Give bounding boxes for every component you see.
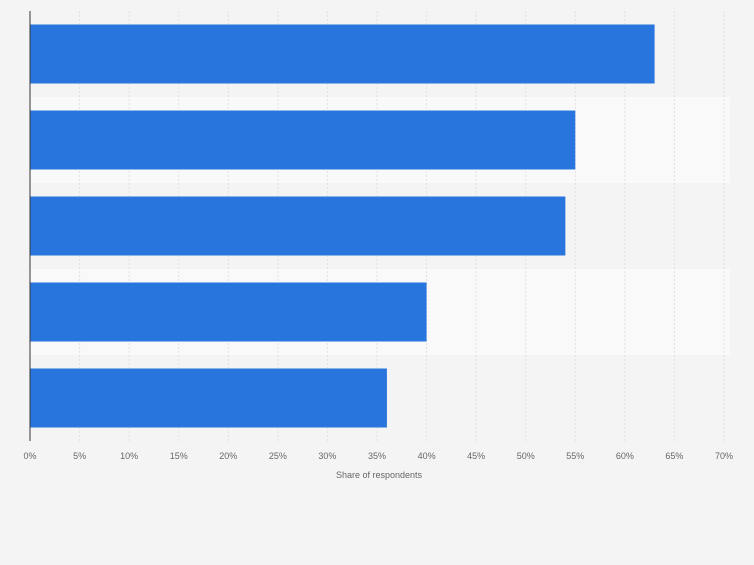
x-tick-label: 55% xyxy=(566,451,584,461)
x-tick-label: 70% xyxy=(715,451,733,461)
bar[interactable] xyxy=(30,196,566,256)
x-tick-label: 20% xyxy=(219,451,237,461)
bar[interactable] xyxy=(30,110,576,170)
x-tick-label: 25% xyxy=(269,451,287,461)
x-tick-label: 60% xyxy=(616,451,634,461)
x-tick-label: 65% xyxy=(665,451,683,461)
x-tick-label: 50% xyxy=(517,451,535,461)
x-tick-label: 30% xyxy=(318,451,336,461)
x-tick-label: 45% xyxy=(467,451,485,461)
x-axis-title: Share of respondents xyxy=(336,470,423,480)
bar[interactable] xyxy=(30,368,387,428)
x-tick-labels: 0% 5% 10% 15% 20% 25% 30% 35% 40% 45% 50% 55% 60% 65%… xyxy=(23,451,733,461)
bar[interactable] xyxy=(30,282,427,342)
bars xyxy=(30,24,655,428)
x-tick-label: 10% xyxy=(120,451,138,461)
x-tick-label: 15% xyxy=(170,451,188,461)
bar[interactable] xyxy=(30,24,655,84)
x-tick-label: 35% xyxy=(368,451,386,461)
x-tick-label: 5% xyxy=(73,451,86,461)
x-tick-label: 0% xyxy=(23,451,36,461)
x-tick-label: 40% xyxy=(418,451,436,461)
